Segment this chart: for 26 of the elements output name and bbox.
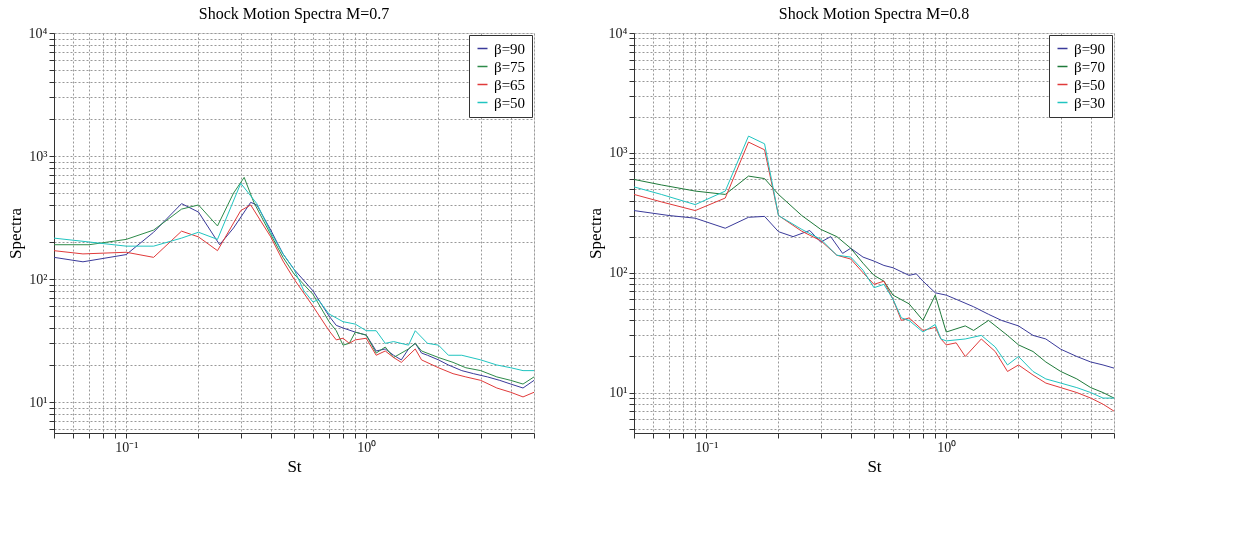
- legend-label: β=50: [494, 94, 526, 111]
- chart-title: Shock Motion Spectra M=0.8: [778, 5, 970, 23]
- chart-title: Shock Motion Spectra M=0.7: [198, 5, 390, 23]
- y-tick-label: 10⁴: [608, 25, 628, 41]
- x-axis-title: St: [287, 456, 302, 476]
- x-tick-label: 10⁰: [357, 439, 377, 455]
- y-tick-label: 10²: [29, 271, 48, 287]
- y-tick-label: 10¹: [29, 394, 48, 410]
- legend-label: β=70: [1074, 58, 1106, 75]
- y-tick-label: 10³: [29, 148, 48, 164]
- y-tick-label: 10⁴: [28, 25, 48, 41]
- y-axis-title: Spectra: [585, 207, 605, 259]
- y-axis-title: Spectra: [5, 207, 25, 259]
- legend-label: β=90: [1074, 40, 1106, 57]
- y-tick-label: 10³: [609, 145, 628, 161]
- legend-label: β=30: [1074, 94, 1106, 111]
- legend-label: β=50: [1074, 76, 1106, 93]
- legend-label: β=65: [494, 76, 526, 93]
- y-tick-label: 10²: [609, 265, 628, 281]
- legend-label: β=90: [494, 40, 526, 57]
- legend-label: β=75: [494, 58, 526, 75]
- x-tick-label: 10⁻¹: [115, 439, 139, 455]
- x-tick-label: 10⁻¹: [695, 439, 719, 455]
- y-tick-label: 10¹: [609, 385, 628, 401]
- x-axis-title: St: [867, 456, 882, 476]
- x-tick-label: 10⁰: [937, 439, 957, 455]
